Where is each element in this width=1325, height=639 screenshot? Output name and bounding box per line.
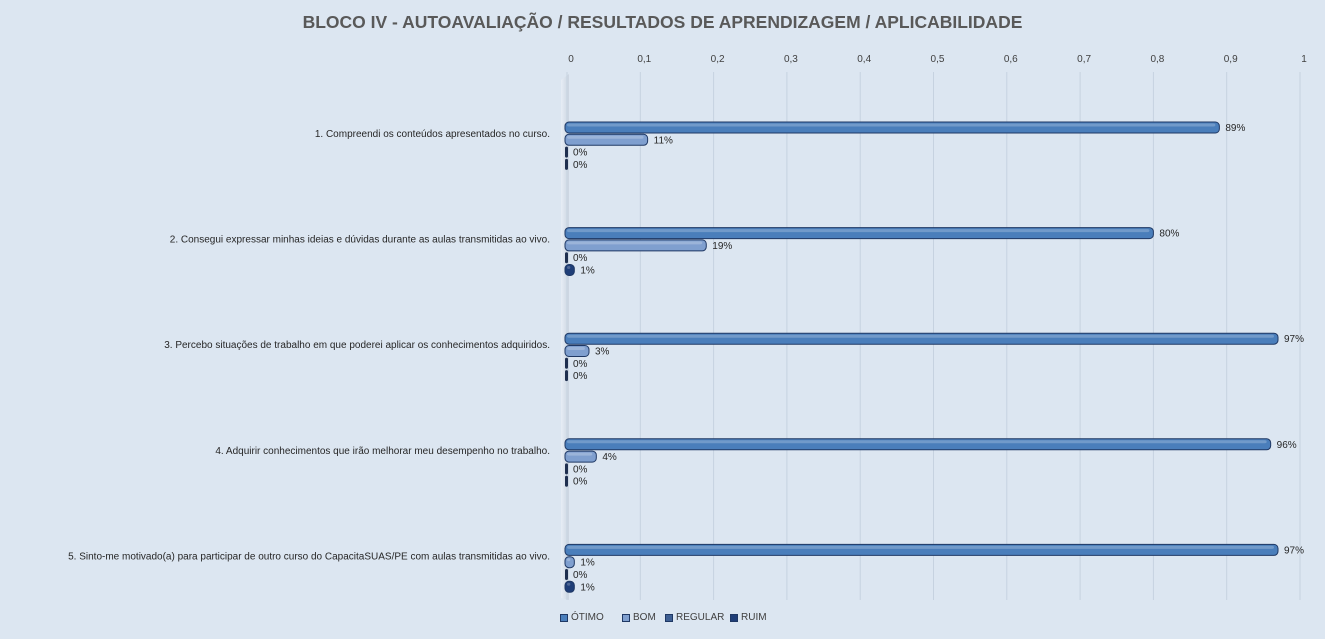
- bar-highlight: [567, 334, 1275, 338]
- bar-highlight: [567, 123, 1216, 127]
- bar-highlight: [567, 266, 571, 269]
- x-tick-label: 0,5: [931, 54, 945, 65]
- category-label: 2. Consegui expressar minhas ideias e dú…: [170, 235, 550, 246]
- x-tick-label: 0,1: [637, 54, 651, 65]
- x-tick-label: 0,8: [1150, 54, 1164, 65]
- bar: [564, 580, 575, 593]
- data-label: 3%: [595, 347, 610, 358]
- category-label: 5. Sinto-me motivado(a) para participar …: [68, 551, 550, 562]
- bars: [564, 121, 1279, 593]
- data-label: 0%: [573, 464, 588, 475]
- bar-highlight: [567, 558, 571, 562]
- bar-highlight: [567, 452, 593, 456]
- data-label: 1%: [580, 558, 595, 569]
- data-label: 0%: [573, 359, 588, 370]
- legend-label: ÓTIMO: [571, 612, 604, 623]
- bar: [564, 264, 575, 276]
- x-tick-label: 0,7: [1077, 54, 1091, 65]
- data-label: 89%: [1225, 123, 1245, 134]
- bar: [564, 121, 1220, 134]
- legend-swatch: [730, 613, 738, 622]
- bar: [565, 357, 568, 369]
- data-label: 80%: [1159, 229, 1179, 240]
- legend-label: BOM: [633, 612, 656, 623]
- bar: [565, 252, 568, 264]
- category-label: 4. Adquirir conhecimentos que irão melho…: [215, 446, 550, 457]
- legend-item: REGULAR: [665, 612, 724, 623]
- bar-highlight: [567, 440, 1267, 444]
- chart-title: BLOCO IV - AUTOAVALIAÇÃO / RESULTADOS DE…: [302, 12, 1023, 32]
- bar-highlight: [567, 135, 644, 139]
- x-tick-label: 0,3: [784, 54, 798, 65]
- x-tick-label: 0,9: [1224, 54, 1238, 65]
- bar: [565, 463, 568, 475]
- data-label: 1%: [580, 582, 595, 593]
- data-label: 96%: [1277, 440, 1297, 451]
- data-label: 0%: [573, 570, 588, 581]
- bar-highlight: [567, 545, 1275, 549]
- data-label: 4%: [602, 452, 617, 463]
- data-label: 0%: [573, 253, 588, 264]
- data-labels: 89%11%0%0%80%19%0%1%97%3%0%0%96%4%0%0%97…: [573, 123, 1304, 593]
- legend-swatch: [560, 613, 568, 622]
- data-label: 0%: [573, 160, 588, 171]
- data-label: 97%: [1284, 545, 1304, 556]
- legend-label: RUIM: [741, 612, 767, 623]
- x-tick-label: 0: [568, 54, 574, 65]
- legend-swatch: [665, 613, 673, 622]
- data-label: 11%: [654, 135, 673, 146]
- bar: [565, 569, 568, 580]
- data-label: 0%: [573, 477, 588, 488]
- bar-highlight: [567, 229, 1150, 233]
- bar-highlight: [567, 347, 585, 350]
- bar-highlight: [567, 582, 571, 586]
- x-tick-label: 0,4: [857, 54, 871, 65]
- bar: [565, 475, 568, 487]
- x-axis-ticks: 0 0,1 0,2 0,3 0,4 0,5 0,6 0,7 0,8 0,9 1: [568, 54, 1307, 65]
- category-label: 1. Compreendi os conteúdos apresentados …: [315, 129, 550, 140]
- data-label: 97%: [1284, 334, 1304, 345]
- data-label: 0%: [573, 371, 588, 382]
- legend-item: RUIM: [730, 612, 767, 623]
- bar: [564, 543, 1279, 556]
- bar: [564, 450, 597, 463]
- bar: [565, 158, 568, 170]
- bar: [564, 556, 575, 569]
- legend-item: ÓTIMO: [560, 612, 604, 623]
- data-label: 1%: [580, 266, 595, 277]
- legend-label: REGULAR: [676, 612, 725, 623]
- x-tick-label: 0,2: [711, 54, 725, 65]
- bar: [565, 370, 568, 382]
- data-label: 19%: [712, 241, 732, 252]
- legend-swatch: [622, 613, 630, 622]
- legend-item: BOM: [622, 612, 656, 623]
- bar: [564, 332, 1279, 345]
- category-label: 3. Percebo situações de trabalho em que …: [164, 340, 550, 351]
- bar: [564, 227, 1154, 240]
- bar: [564, 345, 590, 357]
- bar: [564, 438, 1272, 451]
- data-label: 0%: [573, 148, 588, 159]
- bar: [565, 146, 568, 158]
- bar: [564, 239, 707, 252]
- x-tick-label: 0,6: [1004, 54, 1018, 65]
- bar-highlight: [567, 241, 703, 245]
- legend: ÓTIMO BOM REGULAR RUIM: [560, 612, 780, 628]
- bar: [564, 133, 649, 146]
- x-tick-label: 1: [1301, 54, 1307, 65]
- category-labels: 1. Compreendi os conteúdos apresentados …: [68, 129, 550, 562]
